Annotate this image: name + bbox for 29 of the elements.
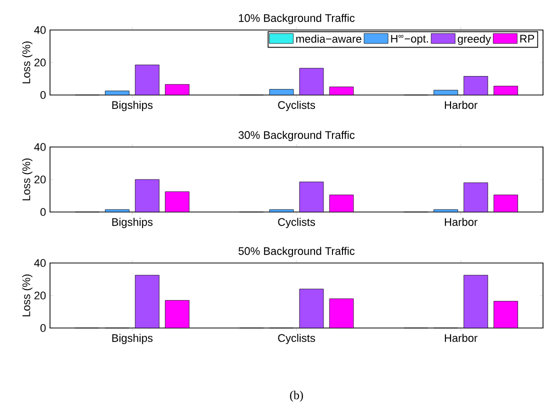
- y-tick-label: 40: [34, 143, 46, 151]
- x-tick-label: Harbor: [444, 334, 478, 342]
- x-tick-label: Cyclists: [278, 334, 316, 344]
- y-axis-title: Loss (%): [22, 274, 32, 316]
- chart-title: 10% Background Traffic: [238, 14, 355, 24]
- y-tick-label: 0: [40, 91, 46, 99]
- x-tick-label: Cyclists: [278, 218, 316, 228]
- x-tick-label: Bigships: [112, 100, 153, 112]
- text: (b): [290, 390, 303, 402]
- x-tick-label: Cyclists: [278, 100, 316, 112]
- legend-label: media−aware: [296, 34, 362, 43]
- chart-title: 50% Background Traffic: [238, 246, 355, 258]
- chart-title: 30% Background Traffic: [238, 130, 355, 142]
- legend-label: greedy: [458, 34, 491, 45]
- y-tick-label: 0: [40, 324, 46, 332]
- y-tick-label: 20: [34, 58, 46, 66]
- y-tick-label: 20: [34, 292, 46, 300]
- legend-label: H$^{∞}$−opt.: [391, 34, 428, 45]
- x-tick-label: Bigships: [112, 334, 153, 344]
- legend-label: RP: [520, 34, 534, 42]
- y-tick-label: 0: [40, 208, 46, 216]
- y-tick-label: 40: [34, 259, 46, 267]
- y-axis-title: Loss (%): [22, 158, 32, 200]
- y-tick-label: 20: [34, 176, 46, 184]
- x-tick-label: Bigships: [112, 218, 153, 228]
- y-tick-label: 40: [34, 26, 46, 34]
- x-tick-label: Harbor: [444, 218, 478, 226]
- y-axis-title: Loss (%): [22, 41, 32, 84]
- x-tick-label: Harbor: [444, 100, 478, 109]
